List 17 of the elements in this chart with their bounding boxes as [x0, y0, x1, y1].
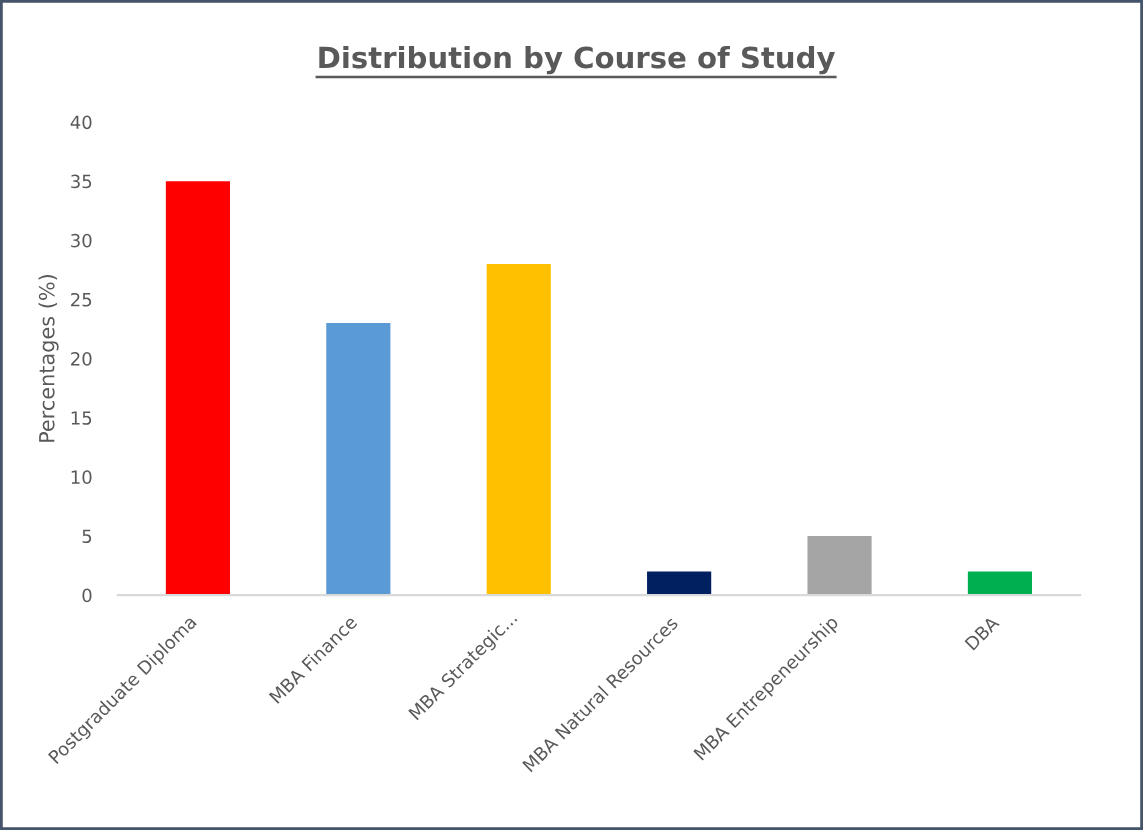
- y-tick-label: 35: [71, 174, 92, 189]
- bar: [807, 535, 872, 596]
- y-tick-label: 0: [82, 588, 92, 603]
- y-tick-label: 30: [71, 233, 92, 248]
- y-tick-label: 25: [71, 292, 92, 307]
- y-tick-label: 10: [71, 470, 92, 484]
- bar: [647, 571, 712, 596]
- chart-title: Distribution by Course of Study: [319, 45, 835, 75]
- y-tick-label: 40: [70, 115, 92, 130]
- bar: [967, 571, 1033, 596]
- y-tick-label: 5: [82, 529, 92, 544]
- bar: [486, 263, 551, 596]
- y-tick-label: 20: [71, 352, 92, 366]
- bar: [326, 323, 391, 596]
- y-axis-title: Percentages (%): [38, 275, 59, 442]
- bar: [165, 181, 231, 596]
- y-tick-label: 15: [71, 411, 92, 425]
